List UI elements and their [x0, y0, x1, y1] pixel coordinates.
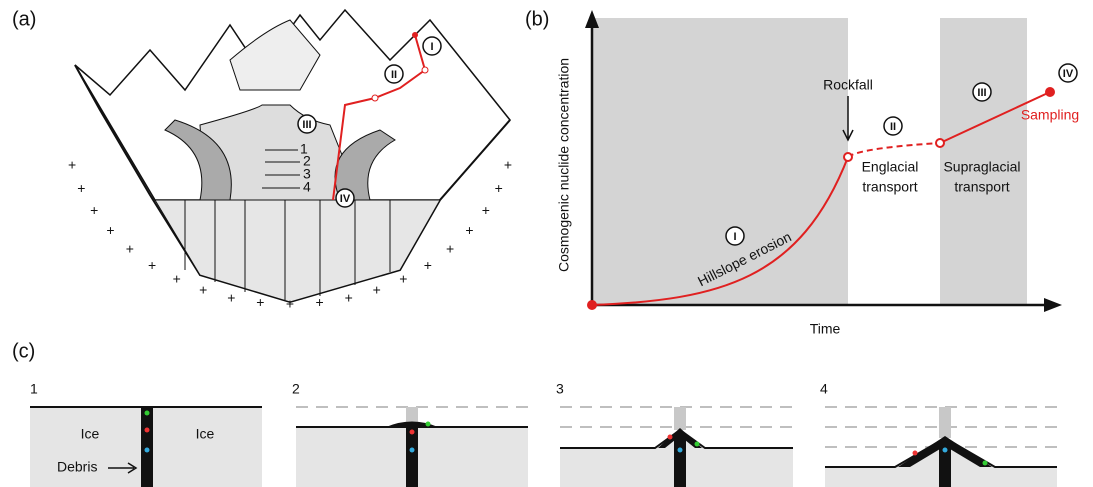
- bedrock-mark: +: [77, 180, 85, 196]
- step-label: 2: [292, 381, 300, 397]
- panel-label: (a): [12, 8, 36, 30]
- y-axis-label: Cosmogenic nuclide concentration: [556, 58, 572, 272]
- curve-dashed: [847, 142, 941, 158]
- stage-badge: [384, 64, 404, 84]
- curve: [939, 91, 1051, 144]
- arrow: [842, 96, 854, 142]
- path-point: [421, 66, 429, 74]
- bedrock-mark: +: [399, 271, 407, 287]
- panel-label: (c): [12, 340, 35, 362]
- arrow: [108, 462, 138, 474]
- panel-a: (a) 1 2 3 4: [12, 8, 511, 304]
- axes: [590, 18, 1050, 307]
- step-label: 1: [30, 381, 38, 397]
- x-axis-label: Time: [810, 321, 841, 337]
- bedrock-mark: +: [90, 202, 98, 218]
- section-label: 2: [303, 153, 311, 169]
- bedrock-mark: +: [173, 271, 181, 287]
- step-label: 4: [820, 381, 828, 397]
- stage-badge: [883, 116, 903, 136]
- stage-numeral: I: [430, 41, 433, 53]
- stage-numeral: IV: [1063, 68, 1074, 80]
- debris-label: Debris: [57, 459, 97, 475]
- stage-numeral: II: [391, 69, 397, 81]
- stage-numeral: IV: [340, 193, 351, 205]
- stage-badge: [335, 188, 355, 208]
- section-label: 3: [303, 166, 311, 182]
- section-lines: [262, 149, 300, 189]
- glacier: [199, 104, 361, 201]
- central-peak: [229, 19, 321, 91]
- stage-badge: [1058, 63, 1078, 83]
- bedrock-mark: +: [199, 281, 207, 297]
- point: [935, 138, 945, 148]
- bedrock-mark: +: [286, 296, 294, 312]
- sampling-label: Sampling: [1021, 107, 1079, 123]
- melted-column: [406, 407, 951, 438]
- bedrock-mark: +: [495, 180, 503, 196]
- stage-badge: [297, 114, 317, 134]
- bedrock-mark: +: [504, 157, 512, 173]
- curve: [591, 156, 849, 306]
- crevasses: [184, 200, 391, 300]
- ice-label: Ice: [196, 426, 215, 442]
- stage-badge: [972, 82, 992, 102]
- stage-text: transport: [954, 179, 1009, 195]
- stage-text: Englacial: [862, 159, 919, 175]
- panel-c: (c) 1 2 3 4 Ice Ice Debris: [12, 340, 1057, 487]
- bedrock-mark: +: [106, 222, 114, 238]
- stage-numeral: II: [890, 121, 896, 133]
- bedrock-mark: +: [446, 241, 454, 257]
- stage-numeral: III: [302, 119, 311, 131]
- bedrock-mark: +: [316, 294, 324, 310]
- bedrock-mark: +: [148, 257, 156, 273]
- shade: [592, 18, 848, 305]
- front-face: [154, 199, 441, 303]
- panel-label: (b): [525, 8, 549, 30]
- shade: [940, 18, 1027, 305]
- bedrock-mark: +: [424, 257, 432, 273]
- bedrock-mark: +: [227, 289, 235, 305]
- stage-badge: [422, 36, 442, 56]
- debris: [141, 407, 992, 487]
- rockfall-label: Rockfall: [823, 77, 873, 93]
- point: [843, 152, 853, 162]
- stage-numeral: I: [733, 231, 736, 243]
- stage-text: Supraglacial: [943, 159, 1020, 175]
- path-point: [412, 32, 418, 38]
- point: [587, 300, 597, 310]
- debris-path: [332, 34, 427, 201]
- bedrock-mark: +: [68, 157, 76, 173]
- stage-numeral: III: [977, 87, 986, 99]
- stage-text: transport: [862, 179, 917, 195]
- bedrock-mark: +: [373, 281, 381, 297]
- section-label: 4: [303, 179, 311, 195]
- bedrock-mark: +: [256, 294, 264, 310]
- ice-label: Ice: [81, 426, 100, 442]
- path-point: [371, 94, 379, 102]
- bedrock-mark: +: [482, 202, 490, 218]
- step-label: 3: [556, 381, 564, 397]
- stage-badge: [725, 226, 745, 246]
- bedrock-mark: +: [126, 241, 134, 257]
- dots: [144, 410, 988, 466]
- section-label: 1: [300, 141, 308, 157]
- bedrock-mark: +: [465, 222, 473, 238]
- panel-b: (b) Cosmogenic nuclide concentration Tim…: [525, 8, 1079, 336]
- bedrock-mark: +: [345, 289, 353, 305]
- point: [1045, 87, 1055, 97]
